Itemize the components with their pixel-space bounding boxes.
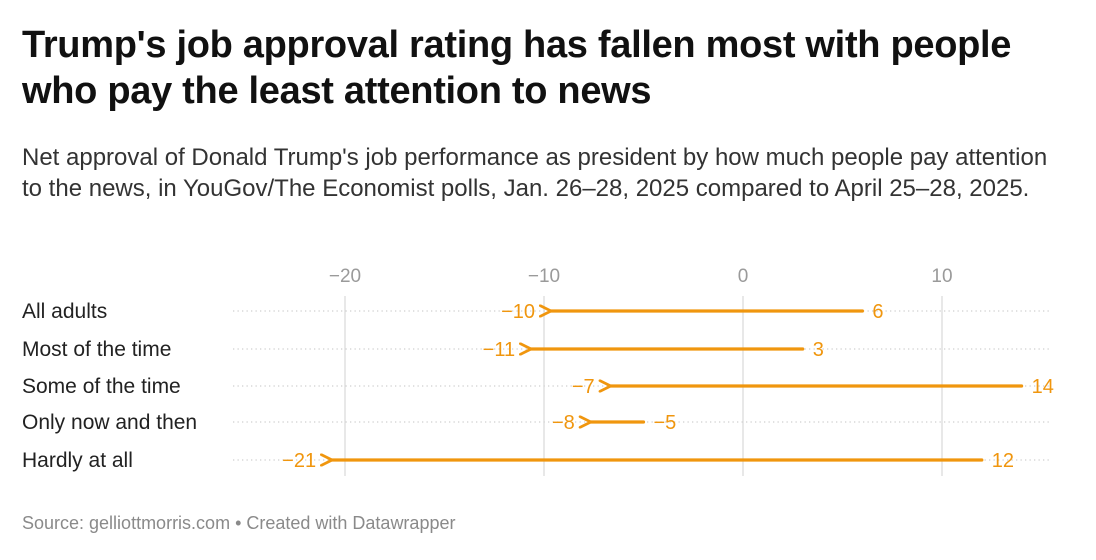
x-tick-label: −10 [528, 266, 560, 287]
x-tick-label: −20 [329, 266, 361, 287]
x-tick-label: 0 [738, 266, 749, 287]
category-label: All adults [22, 300, 107, 323]
arrow-chart: −20 −10 0 10 All adults 6 −10 Most of the time 3… [22, 266, 1054, 476]
start-value-label: 3 [813, 339, 824, 361]
start-value-label: 12 [992, 450, 1014, 472]
end-value-label: −10 [501, 301, 535, 323]
start-value-label: 6 [872, 301, 883, 323]
category-label: Some of the time [22, 375, 181, 398]
end-value-label: −7 [572, 376, 595, 398]
chart-footer: Source: gelliottmorris.com • Created wit… [22, 513, 456, 533]
end-value-label: −8 [552, 412, 575, 434]
chart-title: Trump's job approval rating has fallen m… [22, 24, 1012, 112]
category-label: Hardly at all [22, 449, 133, 472]
x-tick-label: 10 [931, 266, 952, 287]
end-value-label: −11 [483, 339, 515, 361]
end-value-label: −21 [282, 450, 316, 472]
category-label: Only now and then [22, 411, 197, 434]
category-label: Most of the time [22, 338, 171, 361]
start-value-label: 14 [1032, 376, 1054, 398]
start-value-label: −5 [654, 412, 677, 434]
chart-subtitle: Net approval of Donald Trump's job perfo… [22, 144, 1048, 202]
